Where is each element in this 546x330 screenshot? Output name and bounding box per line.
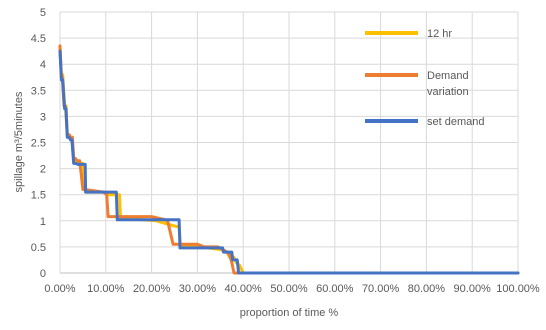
series-line-3 [58,49,520,275]
y-tick-label: 2.5 [31,138,46,150]
y-tick-label: 5 [40,7,46,19]
x-tick-label: 20.00% [133,283,171,295]
x-tick-label: 50.00% [270,283,308,295]
x-tick-label: 10.00% [87,283,125,295]
x-tick-label: 70.00% [362,283,400,295]
legend-label-2: Demand [427,70,469,82]
y-tick-label: 3 [40,111,46,123]
y-tick-label: 4.5 [31,33,46,45]
legend-label-1: 12 hr [427,28,452,40]
x-tick-label: 30.00% [179,283,217,295]
y-tick-label: 2 [40,164,46,176]
axis-layer: 00.511.522.533.544.550.00% 10.00% 20.00% 30… [31,7,540,295]
y-axis-title: spillage m³/5minutes [13,91,25,192]
y-tick-label: 0.5 [31,242,46,254]
y-tick-label: 0 [40,268,46,280]
y-tick-label: 1.5 [31,190,46,202]
series-layer [58,44,520,275]
y-tick-label: 4 [40,59,46,71]
legend-label-3: set demand [427,116,484,128]
x-tick-label: 80.00% [408,283,446,295]
x-axis-title: proportion of time % [240,307,339,319]
y-tick-label: 1 [40,216,46,228]
x-tick-label: 60.00% [316,283,354,295]
y-tick-label: 3.5 [31,85,46,97]
grid-layer [59,11,519,274]
legend-label-2: variation [427,86,469,98]
x-tick-label: 100.00% [496,283,540,295]
legend: 12 hr Demand variation set demand [365,28,484,128]
x-tick-label: 0.00% [44,283,75,295]
x-tick-label: 90.00% [454,283,492,295]
x-tick-label: 40.00% [225,283,263,295]
